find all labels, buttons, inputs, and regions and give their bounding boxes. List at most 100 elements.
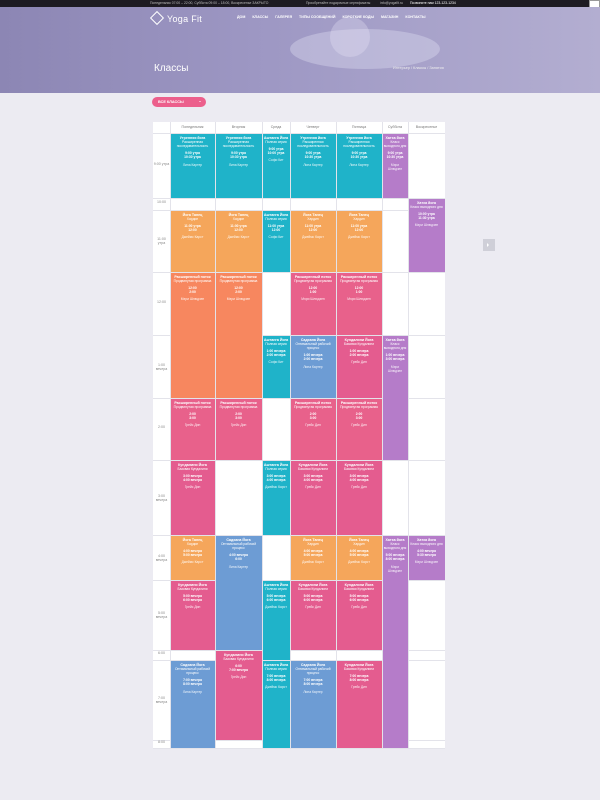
class-title: Кундалини Йога bbox=[344, 582, 374, 587]
class-subtitle: Базовая Кундалини bbox=[297, 586, 329, 591]
class-subtitle: Базовая Кундалини bbox=[177, 466, 208, 471]
filter-button[interactable]: ВСЕ КЛАССЫ bbox=[152, 97, 206, 107]
class-block[interactable]: Хатха йога Класс выходного дня 9:00 утра 10… bbox=[382, 133, 408, 198]
class-block[interactable]: Хатха йога Класс выходного дня 1:00 вечера… bbox=[382, 335, 408, 460]
class-block[interactable]: Садхана Йога Оптимальный рабочий процесс 4… bbox=[215, 535, 262, 650]
class-teacher: Мэри Шлюдзен bbox=[387, 564, 403, 573]
class-title: Утренняя йога bbox=[300, 135, 326, 140]
class-block[interactable]: Аштанга Йога Полная серия 7:00 вечера 8:00 … bbox=[262, 660, 290, 748]
next-arrow[interactable] bbox=[483, 239, 495, 251]
class-title: Расширенный поток bbox=[294, 274, 332, 279]
class-block[interactable]: Утренняя йога Расширенная последовательно… bbox=[215, 133, 262, 198]
logo[interactable]: Yoga Fit bbox=[149, 10, 202, 26]
class-block[interactable]: Расширенный поток Продвинутая программа 12… bbox=[336, 272, 382, 335]
class-block[interactable]: Йога Танец Хардин 11:00 утра 12:00 Джеймс Ка… bbox=[170, 210, 215, 272]
class-block[interactable]: Кундалини Йога Базовая Кундалини 5:00 вече… bbox=[336, 580, 382, 650]
class-start: 4:00 вечера bbox=[183, 548, 202, 553]
class-block[interactable]: Аштанга Йога Полная серия 5:00 вечера 6:00 … bbox=[262, 580, 290, 660]
class-start: 3:00 вечера bbox=[266, 473, 286, 478]
class-title: Аштанга Йога bbox=[263, 662, 289, 667]
class-title: Йога Танец bbox=[349, 537, 369, 542]
class-end: 3:00 вечера bbox=[385, 357, 405, 362]
class-teacher: Грейс Дин bbox=[351, 605, 367, 610]
class-end: 4:00 вечера bbox=[183, 478, 202, 483]
class-block[interactable]: Аштанга Йога Полная серия 1:00 вечера 2:00 … bbox=[262, 335, 290, 398]
class-block[interactable]: Йога Танец Хардин 4:00 вечера 5:00 вечера Дж… bbox=[336, 535, 382, 580]
class-block[interactable]: Кундалини Йога Базовая Кундалини 5:00 вече… bbox=[290, 580, 336, 650]
class-block[interactable]: Кундалини Йога Базовая Кундалини 3:00 вече… bbox=[290, 460, 336, 535]
class-block[interactable]: Йога Танец Хардин 4:00 вечера 5:00 вечера Дж… bbox=[290, 535, 336, 580]
class-block[interactable]: Садхана Йога Оптимальный рабочий процесс 1… bbox=[290, 335, 336, 398]
class-title: Кундалини Йога bbox=[298, 582, 328, 587]
class-block[interactable]: Расширенный поток Продвинутая программа 2:… bbox=[170, 398, 215, 460]
nav-item[interactable]: Короткие коды bbox=[342, 15, 374, 19]
class-end: 2:00 bbox=[235, 290, 242, 295]
class-teacher: Лина Картер bbox=[228, 564, 249, 569]
class-title: Садхана Йога bbox=[300, 662, 326, 667]
day-header: Среда bbox=[270, 125, 282, 129]
class-block[interactable]: Кундалини Йога Базовая Кундалини 3:00 вече… bbox=[336, 460, 382, 535]
class-subtitle: Базовая Кундалини bbox=[177, 586, 208, 591]
class-end: 6:00 bbox=[235, 557, 242, 562]
class-title: Аштанга Йога bbox=[263, 462, 289, 467]
class-teacher: Грейс Дин bbox=[305, 423, 321, 428]
class-start: 2:00 bbox=[189, 411, 196, 416]
class-block[interactable]: Аштанга Йога Полная серия 3:00 вечера 4:00 … bbox=[262, 460, 290, 535]
class-start: 1:00 вечера bbox=[349, 348, 369, 353]
class-subtitle: Полная серия bbox=[265, 216, 287, 221]
nav-item[interactable]: Галерея bbox=[275, 15, 293, 19]
class-block[interactable]: Утренняя йога Расширенная последовательно… bbox=[290, 133, 336, 198]
class-block[interactable]: Утренняя йога Расширенная последовательно… bbox=[336, 133, 382, 198]
top-link[interactable]: Приобретайте подарочные сертификаты bbox=[306, 1, 371, 5]
class-teacher: Джеймс Карст bbox=[181, 560, 204, 565]
class-block[interactable]: Хатха йога Класс выходного дня 4:00 вечера… bbox=[408, 535, 445, 580]
class-title: Йога Танец bbox=[182, 537, 203, 542]
class-subtitle: Оптимальный рабочий процесс bbox=[174, 666, 211, 675]
class-start: 2:00 bbox=[235, 411, 242, 416]
class-block[interactable]: Расширенный поток Продвинутая программа 12… bbox=[215, 272, 262, 398]
email[interactable]: info@yogafit.ru bbox=[380, 1, 403, 5]
class-block[interactable]: Утренняя йога Расширенная последовательно… bbox=[170, 133, 215, 198]
class-block[interactable]: Йога Танец Хардин 11:00 утра 12:00 Джеймс Ка… bbox=[336, 210, 382, 272]
class-end: 6:00 вечера bbox=[349, 598, 369, 603]
nav-item[interactable]: Классы bbox=[252, 15, 269, 19]
nav-item[interactable]: Магазин bbox=[380, 15, 399, 19]
class-end: 4:00 вечера bbox=[266, 478, 286, 483]
class-start: 3:00 вечера bbox=[349, 473, 369, 478]
phone: Позвоните нам 123-123-1234 bbox=[410, 1, 456, 5]
class-block[interactable]: Кундалини Йога Базовая Кундалини 3:00 вече… bbox=[170, 460, 215, 535]
day-header: Воскресенье bbox=[415, 125, 438, 129]
class-block[interactable]: Кундалини Йога Базовая Кундалини 7:00 вече… bbox=[336, 660, 382, 748]
nav-item[interactable]: Дом bbox=[237, 15, 246, 19]
class-end: 12:00 bbox=[234, 228, 243, 233]
class-title: Кундалини Йога bbox=[224, 652, 253, 657]
class-block[interactable]: Йога Танец Хардин 4:00 вечера 5:00 вечера Дж… bbox=[170, 535, 215, 580]
class-block[interactable]: Кундалини Йога Базовая Кундалини 6:00 7:00 … bbox=[215, 650, 262, 740]
class-block[interactable]: Расширенный поток Продвинутая программа 12… bbox=[290, 272, 336, 335]
class-block[interactable]: Расширенный поток Продвинутая программа 2:… bbox=[290, 398, 336, 460]
class-block[interactable]: Аштанга Йога Полная серия 9:00 утра 10:00 у… bbox=[262, 133, 290, 198]
class-subtitle: Продвинутая программа bbox=[173, 278, 212, 283]
class-block[interactable]: Йога Танец Хардин 11:00 утра 12:00 Джеймс Ка… bbox=[215, 210, 262, 272]
class-teacher: Мэри Шлюдзен bbox=[180, 297, 205, 302]
class-start: 6:00 bbox=[235, 663, 242, 668]
class-subtitle: Хардин bbox=[186, 216, 199, 221]
class-title: Кундалини Йога bbox=[344, 337, 374, 342]
class-block[interactable]: Садхана Йога Оптимальный рабочий процесс 7… bbox=[170, 660, 215, 748]
class-block[interactable]: Аштанга Йога Полная серия 11:00 утра 12:00 С… bbox=[262, 210, 290, 272]
class-block[interactable]: Хатха йога Класс выходного дня 5:00 вечера… bbox=[382, 535, 408, 748]
class-block[interactable]: Садхана Йога Оптимальный рабочий процесс 7… bbox=[290, 660, 336, 748]
class-block[interactable]: Йога Танец Хардин 11:00 утра 12:00 Джеймс Ка… bbox=[290, 210, 336, 272]
class-subtitle: Класс выходного дня bbox=[383, 341, 407, 350]
class-block[interactable]: Расширенный поток Продвинутая программа 2:… bbox=[336, 398, 382, 460]
class-block[interactable]: Расширенный поток Продвинутая программа 12… bbox=[170, 272, 215, 398]
class-title: Утренняя йога bbox=[346, 135, 372, 140]
class-block[interactable]: Кундалини Йога Базовая Кундалини 1:00 вече… bbox=[336, 335, 382, 398]
class-block[interactable]: Хатха йога Класс выходного дня 10:00 утра 1… bbox=[408, 198, 445, 272]
nav-item[interactable]: Типы сообщений bbox=[299, 15, 336, 19]
class-teacher: Софи Кит bbox=[268, 235, 284, 240]
class-start: 5:00 вечера bbox=[385, 553, 405, 558]
class-block[interactable]: Расширенный поток Продвинутая программа 2:… bbox=[215, 398, 262, 460]
class-block[interactable]: Кундалини Йога Базовая Кундалини 5:00 вече… bbox=[170, 580, 215, 650]
nav-item[interactable]: Контакты bbox=[405, 15, 426, 19]
